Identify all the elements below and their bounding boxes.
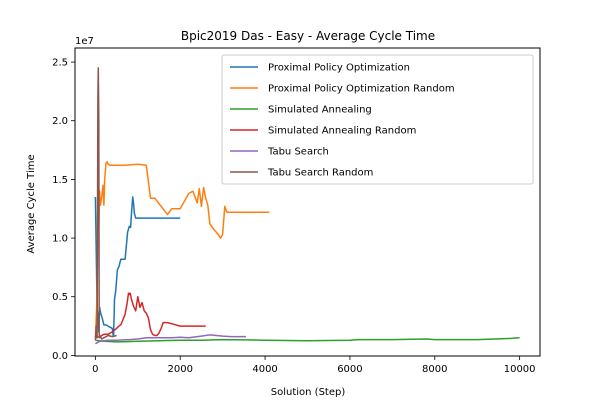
y-axis: 0.0 0.5 1.0 1.5 2.0 2.5 <box>52 58 75 362</box>
legend-box <box>221 54 534 185</box>
legend: Proximal Policy Optimization Proximal Pol… <box>221 54 534 185</box>
chart-title: Bpic2019 Das - Easy - Average Cycle Time <box>181 29 435 43</box>
y-tick-label: 2.0 <box>52 116 68 127</box>
x-axis: 0 2000 4000 6000 8000 10000 <box>92 356 536 375</box>
y-tick-label: 2.5 <box>52 58 68 69</box>
plot-frame <box>74 47 541 357</box>
legend-label-3: Simulated Annealing Random <box>268 126 416 137</box>
x-axis-label: Solution (Step) <box>271 387 346 398</box>
legend-label-2: Simulated Annealing <box>268 105 372 116</box>
series-layer <box>94 67 520 345</box>
y-tick-label: 0.5 <box>52 292 68 303</box>
series-line-2 <box>95 337 520 343</box>
series-line-3 <box>95 292 206 339</box>
y-tick-label: 1.5 <box>52 175 68 186</box>
x-tick-label: 6000 <box>337 364 362 375</box>
y-tick-label: 0.0 <box>52 351 68 362</box>
x-tick-label: 8000 <box>422 364 447 375</box>
x-tick-label: 10000 <box>504 364 536 375</box>
series-line-4 <box>95 334 246 345</box>
x-tick-label: 2000 <box>167 364 192 375</box>
legend-label-4: Tabu Search <box>267 147 329 158</box>
legend-label-1: Proximal Policy Optimization Random <box>268 84 455 95</box>
legend-label-5: Tabu Search Random <box>267 168 373 179</box>
series-line-5 <box>94 67 117 341</box>
legend-label-0: Proximal Policy Optimization <box>268 63 410 74</box>
x-tick-label: 4000 <box>252 364 277 375</box>
y-axis-label: Average Cycle Time <box>26 154 37 253</box>
series-line-0 <box>94 196 181 337</box>
y-offset-label: 1e7 <box>75 36 94 47</box>
y-tick-label: 1.0 <box>52 234 68 245</box>
series-line-1 <box>94 161 270 338</box>
x-tick-label: 0 <box>92 364 98 375</box>
